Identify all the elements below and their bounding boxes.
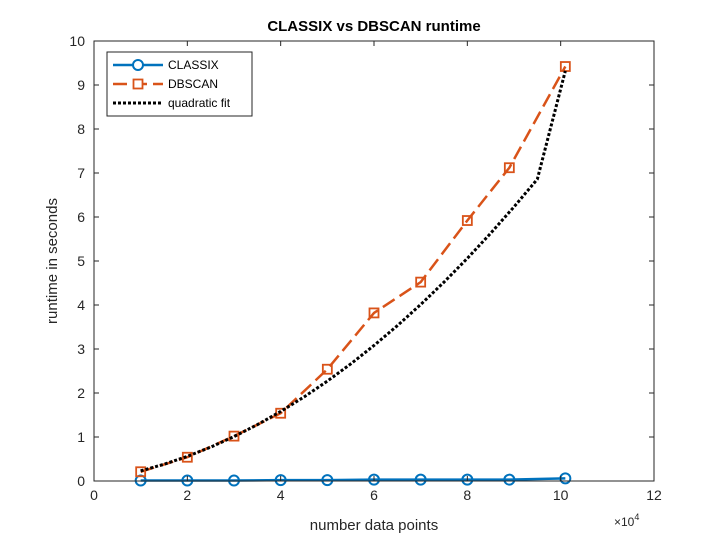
classix-marker (414, 473, 427, 486)
x-tick-label: 6 (370, 487, 378, 503)
y-tick-label: 4 (77, 297, 85, 313)
dbscan-marker (181, 451, 193, 463)
legend-items: CLASSIX DBSCAN quadratic fit (113, 58, 231, 110)
legend-classix-marker (132, 59, 144, 71)
x-tick-label: 8 (463, 487, 471, 503)
y-axis-label: runtime in seconds (44, 198, 61, 324)
x-exponent-base: ×10 (614, 515, 635, 529)
classix-marker (503, 473, 516, 486)
y-tick-label: 2 (77, 385, 85, 401)
x-tick-label: 12 (646, 487, 662, 503)
classix-marker (321, 474, 334, 487)
chart-title: CLASSIX vs DBSCAN runtime (267, 18, 480, 35)
dbscan-marker (135, 466, 147, 478)
dbscan-marker (503, 162, 515, 174)
x-tick-label: 10 (553, 487, 569, 503)
y-tick-label: 1 (77, 429, 85, 445)
x-exponent-power: 4 (634, 512, 639, 522)
classix-marker (368, 473, 380, 486)
dbscan-marker (461, 215, 473, 226)
y-tick-label: 7 (77, 165, 85, 181)
y-tick-label: 8 (77, 121, 85, 137)
y-tick-label: 3 (77, 341, 85, 357)
x-axis-label: number data points (310, 517, 438, 534)
x-tick-label: 4 (277, 487, 285, 503)
y-tick-label: 10 (69, 33, 85, 49)
dbscan-marker (228, 430, 240, 442)
y-tick-label: 5 (77, 253, 85, 269)
x-tick-label: 2 (183, 487, 191, 503)
legend: CLASSIX DBSCAN quadratic fit (106, 51, 253, 117)
x-tick-label: 0 (90, 487, 98, 503)
y-tick-label: 0 (77, 473, 85, 489)
classix-marker (461, 473, 474, 486)
dbscan-marker (368, 307, 380, 319)
quadratic-fit-line (140, 70, 567, 473)
dbscan-marker (415, 276, 427, 288)
legend-box (106, 51, 253, 117)
legend-dbscan-label: DBSCAN (168, 77, 218, 91)
legend-quadratic-fit-label: quadratic fit (168, 96, 231, 110)
dbscan-marker (321, 363, 333, 375)
x-exponent-label: ×104 (614, 512, 639, 529)
y-tick-label: 6 (77, 209, 85, 225)
classix-marker (274, 474, 287, 487)
y-tick-label: 9 (77, 77, 85, 93)
dbscan-line (140, 65, 567, 473)
legend-classix-label: CLASSIX (168, 58, 219, 72)
series-quadratic-fit (140, 70, 567, 473)
legend-dbscan-marker (132, 78, 144, 90)
